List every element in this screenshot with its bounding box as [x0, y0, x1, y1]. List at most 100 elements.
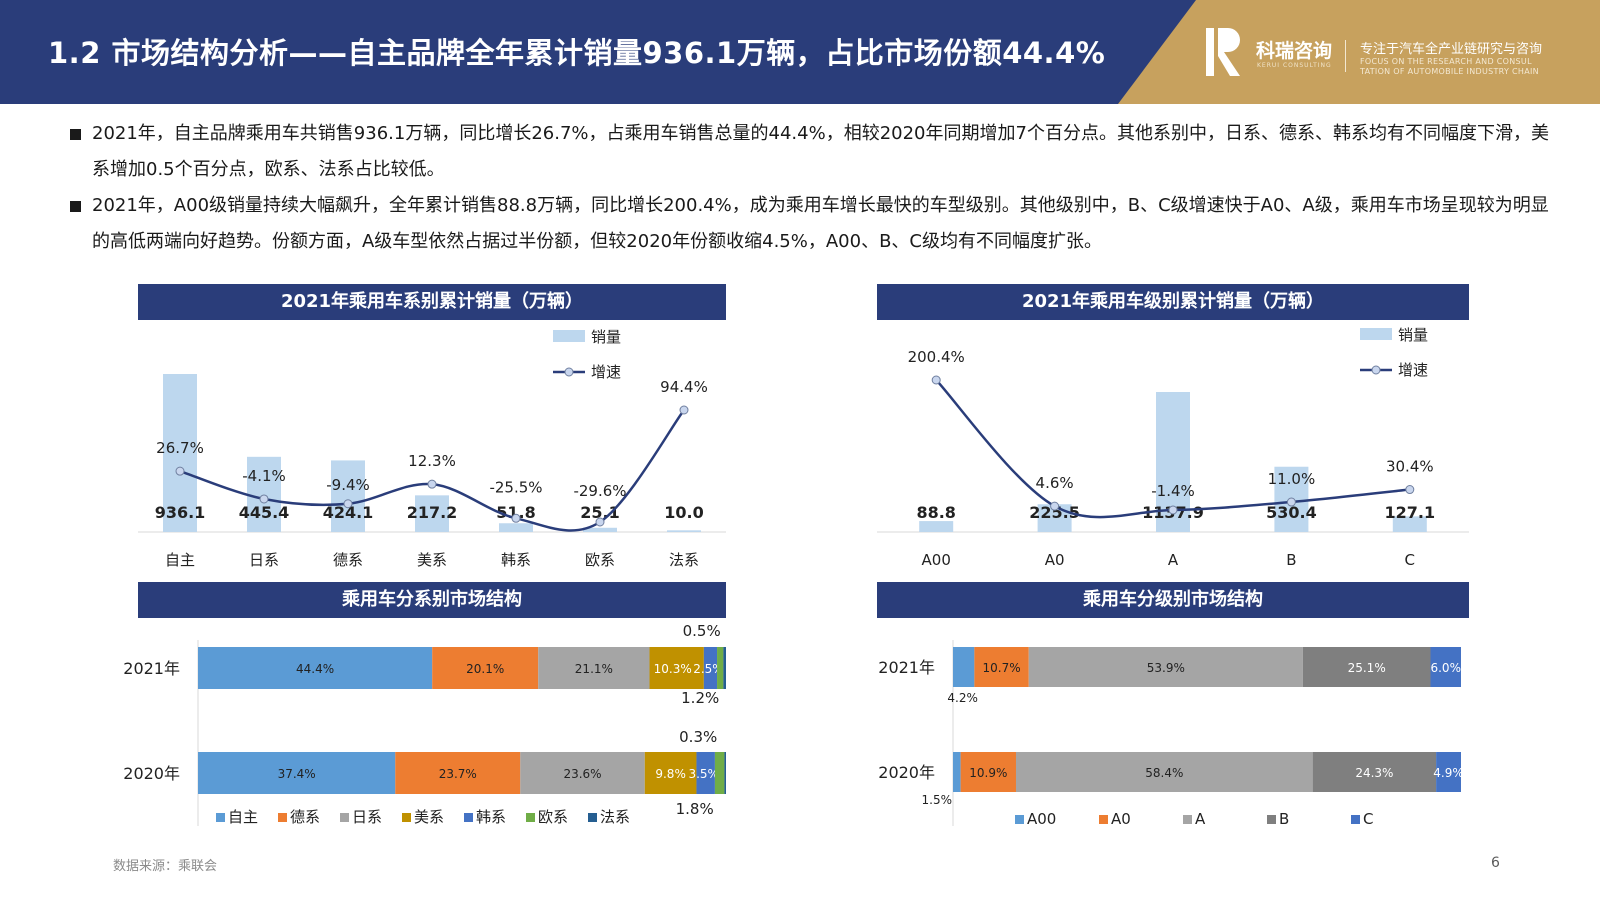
class-sales-category-label: A0 — [1045, 551, 1065, 569]
brand-structure-segment-label: 10.3% — [654, 662, 692, 676]
class-sales-growth-label: 30.4% — [1386, 458, 1434, 476]
class-sales-growth-point — [1286, 497, 1296, 507]
brand-structure-segment-label: 21.1% — [575, 662, 613, 676]
brand-sales-category-label: 日系 — [249, 551, 279, 569]
tagline-en-1: FOCUS ON THE RESEARCH AND CONSUL — [1360, 57, 1532, 66]
brand-sales-category-label: 美系 — [417, 551, 447, 569]
brand-sales-bar-label: 424.1 — [323, 503, 374, 522]
brand-structure-segment — [703, 647, 718, 689]
brand-structure-segment-label: 0.5% — [683, 622, 721, 640]
brand-sales-growth-label: 12.3% — [408, 452, 456, 470]
brand-sales-bar — [415, 495, 449, 532]
brand-structure-category-label: 2021年 — [123, 659, 180, 678]
class-structure-segment-label: 10.7% — [983, 661, 1021, 675]
brand-structure-legend-label: 韩系 — [476, 808, 506, 826]
class-structure-segment-label: 4.2% — [947, 691, 978, 705]
class-structure-segment-label: 10.9% — [969, 766, 1007, 780]
class-structure-segment-label: 4.9% — [1433, 766, 1464, 780]
class-sales-growth-line — [935, 379, 1410, 519]
brand-sales-growth-label: -25.5% — [489, 478, 542, 496]
brand-sales-bar-label: 217.2 — [407, 503, 458, 522]
class-structure-segment-label: 1.5% — [922, 793, 953, 807]
class-sales-category-label: C — [1405, 551, 1415, 569]
tagline-cn: 专注于汽车全产业链研究与咨询 — [1360, 42, 1543, 57]
page-number: 6 — [1491, 855, 1500, 871]
brand-sales-category-label: 法系 — [669, 551, 699, 569]
brand-structure-legend-label: 自主 — [228, 808, 258, 826]
brand-structure-legend-swatch — [340, 813, 349, 822]
class-sales-category-label: A — [1168, 551, 1179, 569]
brand-sales-bar-label: 445.4 — [239, 503, 290, 522]
tagline-en-2: TATION OF AUTOMOBILE INDUSTRY CHAIN — [1360, 67, 1539, 76]
class-structure-segment — [953, 752, 961, 792]
class-structure-segment-label: 53.9% — [1147, 661, 1185, 675]
brand-sales-growth-label: -9.4% — [326, 476, 370, 494]
class-sales-growth-point — [1405, 485, 1415, 495]
brand-structure-segment — [724, 752, 726, 794]
brand-structure-segment — [714, 752, 725, 794]
brand-sales-legend-line-marker — [564, 367, 574, 377]
chart-title-brand-sales: 2021年乘用车系别累计销量（万辆） — [138, 284, 726, 320]
class-sales-legend-label: 增速 — [1398, 361, 1428, 379]
brand-structure-segment-label: 2.5% — [693, 662, 724, 676]
brand-structure-legend-label: 德系 — [290, 808, 320, 826]
class-structure-legend-swatch — [1267, 815, 1276, 824]
brand-structure-legend-swatch — [464, 813, 473, 822]
class-structure-legend-swatch — [1015, 815, 1024, 824]
brand-sales-bar — [163, 374, 197, 532]
brand-sales-growth-label: -29.6% — [573, 482, 626, 500]
brand-sales-growth-point — [511, 513, 521, 523]
chart-title-class-sales: 2021年乘用车级别累计销量（万辆） — [877, 284, 1469, 320]
brand-structure-segment — [432, 647, 539, 689]
class-sales-growth-point — [931, 375, 941, 385]
class-sales-legend-bar-swatch — [1360, 328, 1392, 340]
logo-text-cn: 科瑞咨询 — [1256, 40, 1333, 62]
class-sales-growth-label: 4.6% — [1036, 474, 1074, 492]
class-structure-category-label: 2021年 — [878, 658, 935, 677]
brand-structure-segment-label: 20.1% — [466, 662, 504, 676]
brand-sales-bar — [331, 460, 365, 532]
class-structure-segment-label: 25.1% — [1348, 661, 1386, 675]
brand-structure-segment — [723, 647, 726, 689]
class-structure-category-label: 2020年 — [878, 763, 935, 782]
brand-structure-legend-swatch — [526, 813, 535, 822]
brand-structure-legend-label: 法系 — [600, 808, 630, 826]
class-sales-bar — [919, 521, 954, 532]
header-bar: 1.2 市场结构分析——自主品牌全年累计销量936.1万辆，占比市场份额44.4… — [0, 0, 1600, 104]
class-structure-segment-label: 58.4% — [1145, 766, 1183, 780]
class-structure-legend-swatch — [1099, 815, 1108, 824]
brand-sales-growth-label: -4.1% — [242, 467, 286, 485]
class-structure-legend-swatch — [1183, 815, 1192, 824]
class-structure-legend-swatch — [1351, 815, 1360, 824]
brand-structure-legend-label: 日系 — [352, 808, 382, 826]
brand-sales-growth-point — [343, 499, 353, 509]
class-sales-growth-label: 11.0% — [1268, 470, 1316, 488]
brand-sales-bar — [667, 530, 701, 532]
brand-sales-growth-point — [175, 466, 185, 476]
brand-structure-segment-label: 9.8% — [655, 767, 686, 781]
class-structure-segment — [1436, 752, 1461, 792]
bullet-square-icon — [70, 129, 81, 140]
brand-sales-legend-bar-swatch — [553, 330, 585, 342]
class-sales-bar — [1392, 516, 1427, 532]
brand-structure-segment — [649, 647, 704, 689]
bullet-item: 2021年，A00级销量持续大幅飙升，全年累计销售88.8万辆，同比增长200.… — [70, 188, 1550, 260]
logo-divider — [1345, 40, 1346, 72]
brand-structure-segment — [198, 752, 396, 794]
header-gold-band — [1118, 0, 1600, 104]
class-structure-segment — [1430, 647, 1461, 687]
brand-sales-growth-point — [679, 405, 689, 415]
brand-structure-segment-label: 0.3% — [679, 728, 717, 746]
class-sales-bar-label: 88.8 — [916, 503, 955, 522]
brand-sales-growth-point — [259, 494, 269, 504]
brand-structure-segment-label: 44.4% — [296, 662, 334, 676]
bullet-text: 2021年，自主品牌乘用车共销售936.1万辆，同比增长26.7%，占乘用车销售… — [92, 123, 1549, 180]
class-sales-growth-label: 200.4% — [908, 348, 965, 366]
class-structure-segment — [953, 647, 975, 687]
brand-structure-legend-swatch — [588, 813, 597, 822]
brand-structure-segment — [644, 752, 697, 794]
class-sales-growth-point — [1050, 501, 1060, 511]
brand-sales-growth-point — [595, 517, 605, 527]
class-sales-growth-label: -1.4% — [1151, 482, 1195, 500]
